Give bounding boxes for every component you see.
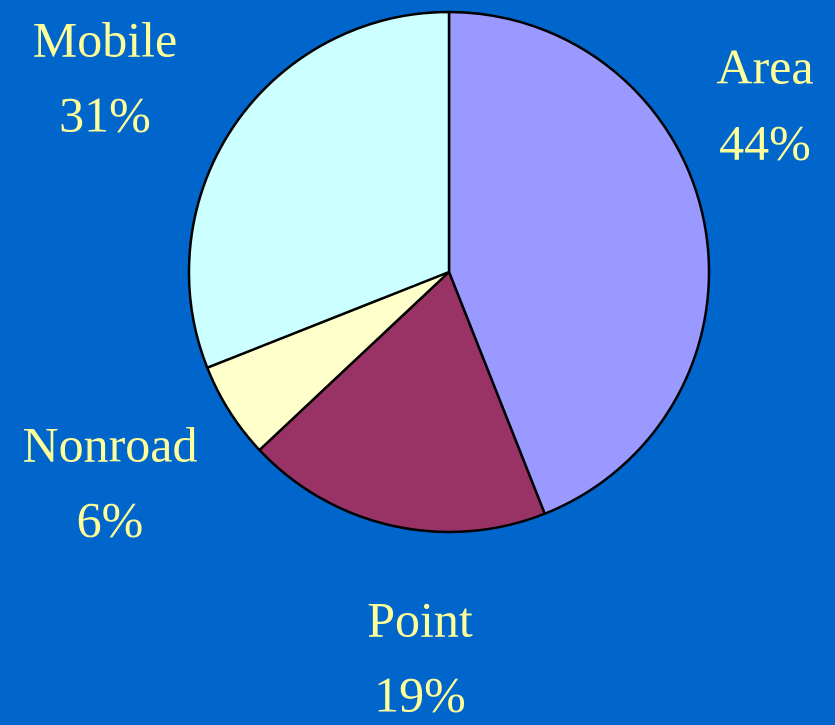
pie-slice [187, 10, 451, 370]
slice-value-label: 44% [719, 114, 811, 170]
slice-value-label: 31% [59, 86, 151, 142]
slice-label: Point [367, 591, 473, 647]
pie-slice [447, 10, 711, 516]
slice-label: Nonroad [23, 416, 198, 472]
pie-slice [257, 269, 547, 534]
slice-label: Area [716, 38, 813, 94]
slice-value-label: 19% [374, 666, 466, 722]
slice-label: Mobile [33, 11, 177, 67]
slice-value-label: 6% [77, 491, 144, 547]
